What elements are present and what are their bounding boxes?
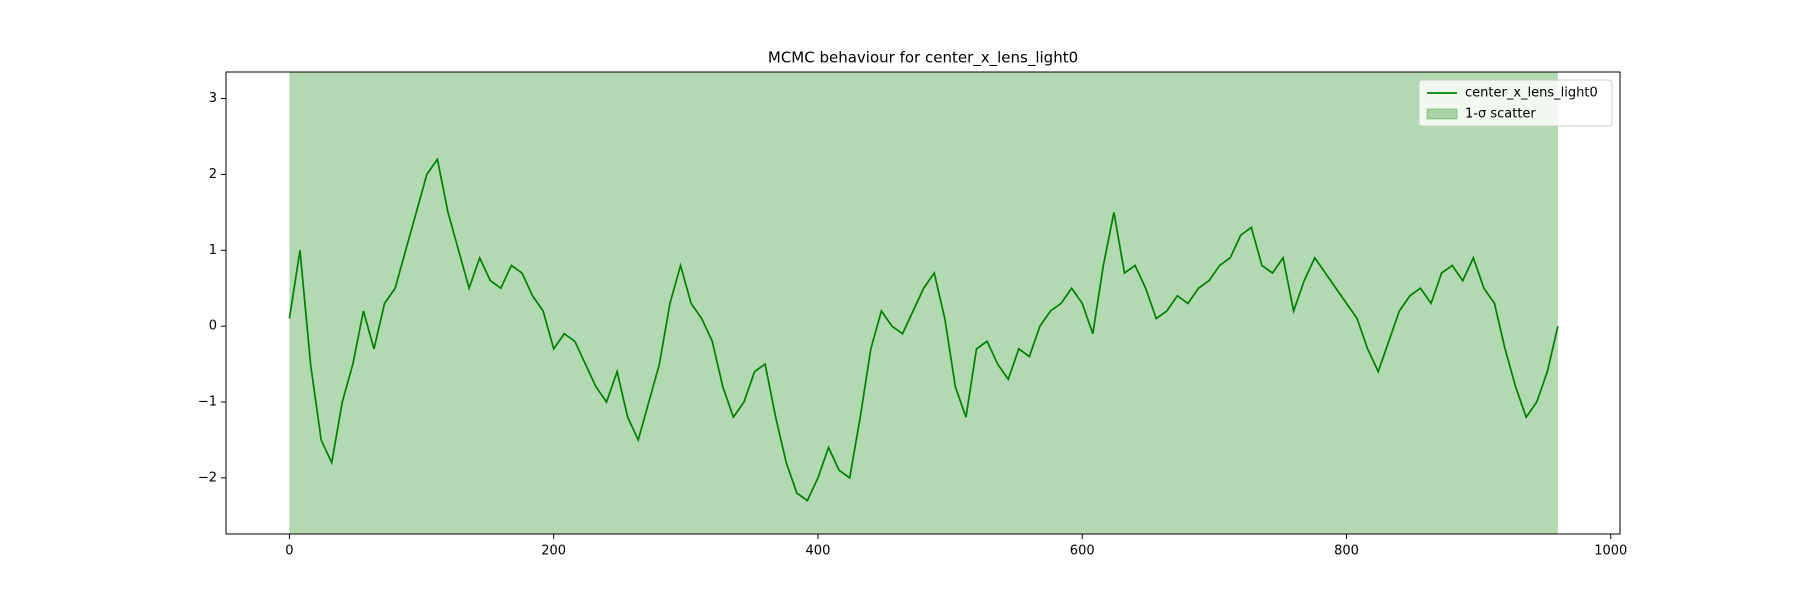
scatter-band — [289, 72, 1558, 534]
data-line — [288, 157, 1559, 502]
y-tick-label: −2 — [198, 470, 217, 485]
y-tick-label: −1 — [198, 395, 217, 410]
y-tick-label: 0 — [209, 319, 217, 334]
legend-label: 1-σ scatter — [1465, 107, 1536, 122]
y-tick-label: 3 — [209, 91, 217, 106]
x-tick-label: 600 — [1070, 544, 1095, 559]
chart-title: MCMC behaviour for center_x_lens_light0 — [768, 49, 1078, 68]
plot-frame — [225, 71, 1621, 535]
x-tick-label: 400 — [806, 544, 831, 559]
legend-box — [1418, 79, 1613, 127]
x-tick-label: 1000 — [1594, 544, 1627, 559]
x-tick-label: 800 — [1334, 544, 1359, 559]
x-tick-label: 200 — [541, 544, 566, 559]
y-tick-label: 1 — [209, 243, 217, 258]
x-tick-label: 0 — [285, 544, 293, 559]
y-tick-label: 2 — [209, 167, 217, 182]
legend-swatch — [1426, 108, 1458, 120]
legend-label: center_x_lens_light0 — [1465, 86, 1598, 101]
